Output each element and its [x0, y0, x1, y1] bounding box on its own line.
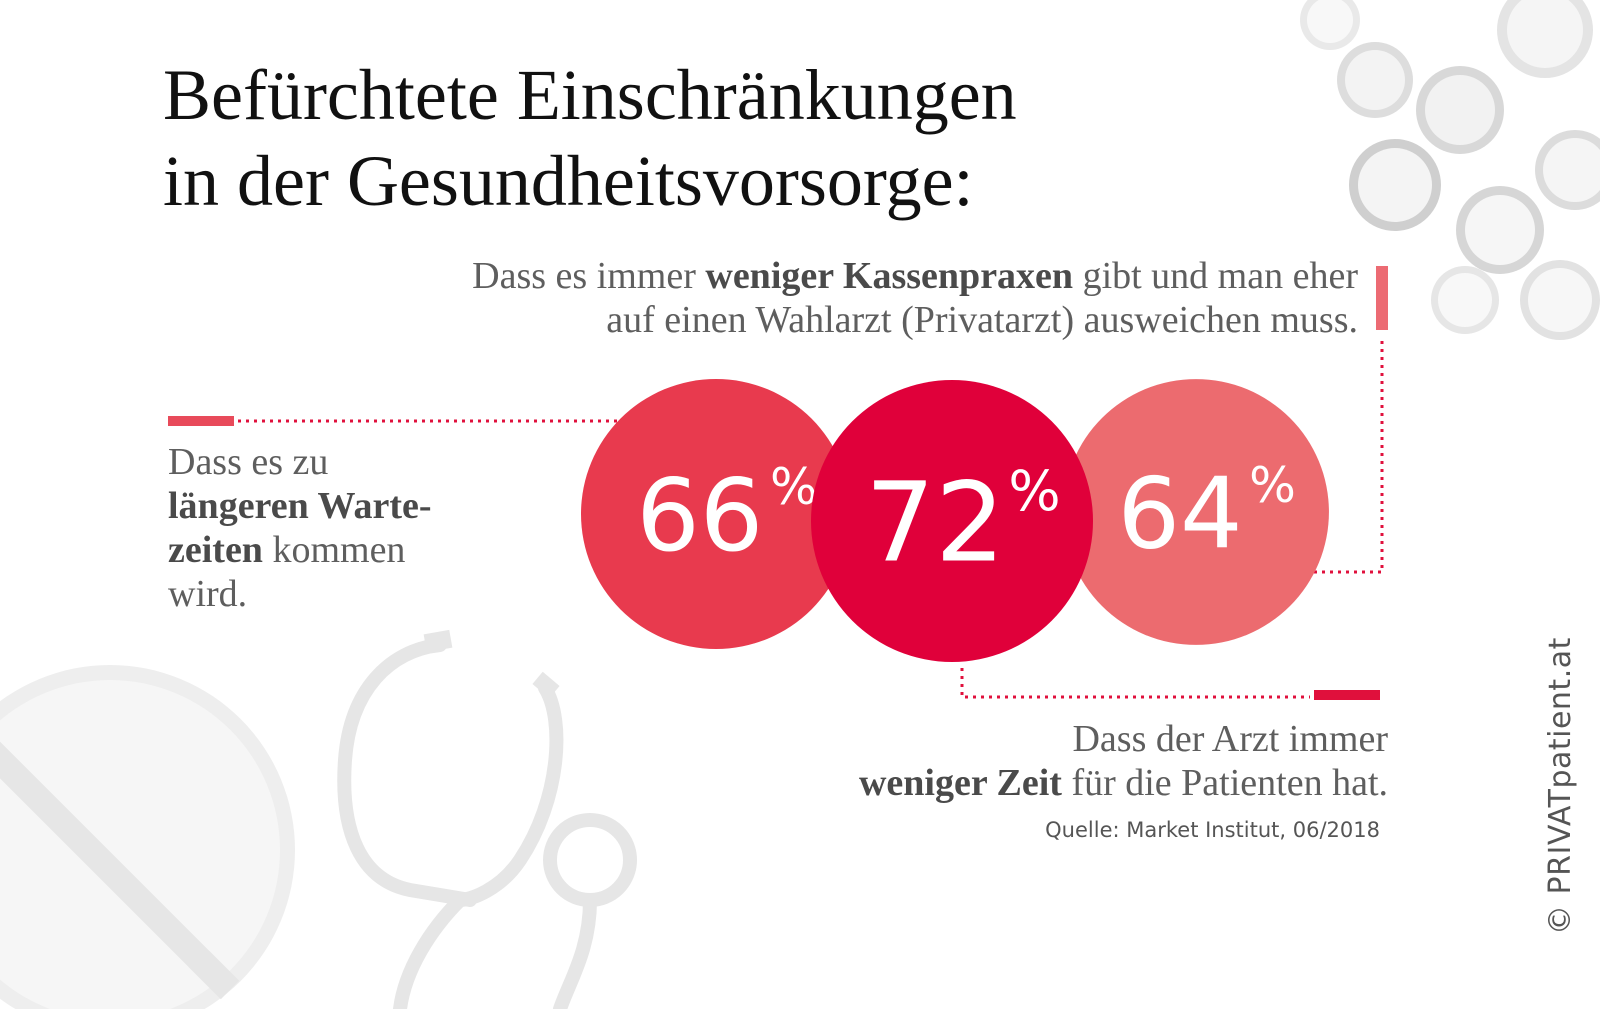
bubble-value-label-64: 64 — [1117, 457, 1242, 571]
callout-top-line-1: Dass es immer weniger Kassenpraxen gibt … — [472, 254, 1358, 298]
bubble-72 — [811, 380, 1093, 662]
callout-left-line-4: wird. — [168, 573, 248, 615]
callout-bottom-line-2: weniger Zeit für die Patienten hat. — [859, 761, 1388, 805]
callout-bottom-marker — [1314, 690, 1380, 700]
bubble-66 — [581, 379, 851, 649]
callout-top-line-2: auf einen Wahlarzt (Privatarzt) ausweich… — [606, 299, 1358, 341]
large-tablet-decoration — [0, 665, 295, 1009]
callout-left-marker — [168, 416, 234, 426]
callout-top-text-b: gibt und man eher — [1073, 255, 1358, 297]
bubble-unit-label-66: % — [770, 458, 817, 516]
bubble-value-label-72: 72 — [865, 459, 1005, 587]
callout-top: Dass es immer weniger Kassenpraxen gibt … — [472, 254, 1358, 342]
callout-top-marker — [1376, 266, 1388, 330]
callout-left-bold-b: zeiten — [168, 529, 263, 571]
callout-left-line-1: Dass es zu — [168, 441, 329, 483]
callout-bottom-bold: weniger Zeit — [858, 762, 1062, 804]
callout-bottom-text: für die Patienten hat. — [1061, 762, 1388, 804]
callout-left-line-3: zeiten kommen — [168, 528, 432, 572]
copyright-note: © PRIVATpatient.at — [1543, 637, 1578, 935]
callout-top-bold: weniger Kassenpraxen — [705, 255, 1074, 297]
callout-left-text: kommen — [262, 529, 406, 571]
title-line-2: in der Gesundheitsvorsorge: — [163, 141, 974, 221]
callout-left: Dass es zu längeren Warte- zeiten kommen… — [168, 440, 432, 616]
connector-right — [1290, 336, 1384, 574]
stethoscope-decoration — [337, 629, 637, 1009]
connector-bottom — [960, 668, 1310, 699]
callout-bottom-line-1: Dass der Arzt immer — [1072, 718, 1388, 760]
pills-decoration — [1300, 0, 1600, 340]
bubble-unit-label-72: % — [1008, 459, 1060, 523]
bubble-64 — [1063, 379, 1329, 645]
callout-top-text-a: Dass es immer — [472, 255, 706, 297]
source-note: Quelle: Market Institut, 06/2018 — [1045, 818, 1380, 842]
bubble-value-label-66: 66 — [636, 457, 763, 574]
bubbles-group: 66% 64 %72% — [581, 379, 1329, 662]
callout-bottom: Dass der Arzt immer weniger Zeit für die… — [859, 717, 1388, 805]
title-line-1: Befürchtete Einschränkungen — [163, 55, 1017, 135]
bubble-unit-label-64: % — [1249, 456, 1296, 514]
page-title: Befürchtete Einschränkungen in der Gesun… — [163, 52, 1017, 224]
callout-left-line-2: längeren Warte- — [168, 484, 432, 528]
callout-left-bold-a: längeren Warte- — [168, 485, 432, 527]
connector-lines — [238, 336, 1384, 699]
